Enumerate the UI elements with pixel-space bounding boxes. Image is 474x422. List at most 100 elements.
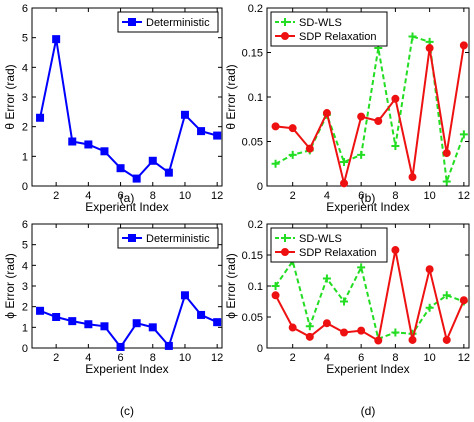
y-axis-label: ϕ Error (rad) — [224, 253, 238, 318]
y-tick-label: 1 — [22, 151, 28, 163]
legend-box — [270, 11, 388, 47]
data-point — [340, 179, 349, 188]
data-point — [425, 303, 434, 312]
data-point — [288, 323, 297, 332]
data-point — [340, 297, 349, 306]
legend-marker — [128, 18, 136, 26]
x-tick-label: 6 — [358, 352, 364, 364]
data-point — [357, 150, 366, 159]
data-point — [442, 335, 451, 344]
legend-label: SDP Relaxation — [299, 31, 376, 43]
data-point — [340, 157, 349, 166]
data-point — [148, 323, 157, 332]
data-point — [180, 291, 189, 300]
chart-panel-b: 0 0.05 0.1 0.15 0.2 2 4 6 8 10 12 Experient Index θ … — [224, 3, 470, 214]
x-tick-label: 8 — [150, 352, 156, 364]
series-sdp-relaxation — [271, 246, 468, 345]
y-tick-label: 0.15 — [242, 48, 263, 60]
panel-caption: (c) — [120, 404, 134, 418]
data-point — [442, 149, 451, 158]
series-line — [275, 45, 465, 184]
data-point — [357, 112, 366, 121]
y-axis-label: ϕ Error (rad) — [3, 253, 17, 318]
y-tick-label: 2 — [22, 122, 28, 134]
x-tick-label: 10 — [424, 352, 436, 364]
data-point — [84, 140, 93, 149]
data-point — [305, 332, 314, 341]
x-tick-label: 2 — [290, 190, 296, 202]
y-tick-label: 4 — [22, 62, 28, 74]
data-point — [442, 177, 451, 186]
chart-panel-d: 0 0.05 0.1 0.15 0.2 2 4 6 8 10 12 Experient Index ϕ … — [224, 219, 470, 418]
y-tick-label: 0.05 — [242, 137, 263, 149]
series-deterministic — [36, 291, 222, 351]
x-tick-label: 4 — [85, 190, 91, 202]
panel-caption: (a) — [120, 191, 135, 205]
data-point — [391, 94, 400, 103]
x-tick-label: 10 — [424, 190, 436, 202]
series-sdp-relaxation — [271, 41, 468, 188]
y-tick-label: 0 — [257, 181, 263, 193]
legend: Deterministic — [117, 11, 219, 33]
x-axis-label: Experient Index — [326, 200, 409, 214]
data-point — [288, 150, 297, 159]
legend-marker — [281, 248, 289, 256]
data-point — [305, 144, 314, 153]
legend-marker — [281, 32, 289, 40]
data-point — [374, 117, 383, 126]
y-tick-label: 0.05 — [242, 312, 263, 324]
data-point — [357, 263, 366, 272]
data-point — [180, 110, 189, 119]
data-point — [442, 291, 451, 300]
y-tick-label: 0.1 — [248, 92, 263, 104]
data-point — [132, 174, 141, 183]
data-point — [100, 147, 109, 156]
x-tick-label: 2 — [53, 190, 59, 202]
data-point — [340, 328, 349, 337]
x-tick-label: 8 — [150, 190, 156, 202]
data-point — [374, 336, 383, 345]
legend-marker — [281, 18, 289, 26]
y-tick-label: 0 — [22, 343, 28, 355]
data-point — [271, 159, 280, 168]
data-point — [197, 310, 206, 319]
x-tick-label: 6 — [117, 190, 123, 202]
x-tick-label: 8 — [392, 190, 398, 202]
x-tick-label: 12 — [458, 190, 470, 202]
y-tick-label: 0 — [257, 343, 263, 355]
data-point — [116, 164, 125, 173]
data-point — [459, 296, 468, 305]
y-tick-label: 0.1 — [248, 281, 263, 293]
data-point — [36, 113, 45, 122]
data-point — [322, 109, 331, 118]
data-point — [84, 320, 93, 329]
legend-label: Deterministic — [146, 233, 210, 245]
y-tick-label: 3 — [22, 281, 28, 293]
data-point — [132, 319, 141, 328]
data-point — [271, 122, 280, 131]
data-point — [391, 141, 400, 150]
y-tick-label: 3 — [22, 92, 28, 104]
y-tick-label: 6 — [22, 219, 28, 231]
data-point — [408, 335, 417, 344]
y-tick-label: 1 — [22, 322, 28, 334]
x-tick-label: 10 — [179, 352, 191, 364]
x-tick-label: 2 — [290, 352, 296, 364]
data-point — [148, 156, 157, 165]
data-point — [213, 131, 222, 140]
data-point — [197, 127, 206, 136]
legend-label: SD-WLS — [299, 17, 342, 29]
y-tick-label: 0.15 — [242, 250, 263, 262]
data-point — [459, 41, 468, 50]
x-axis-label: Experient Index — [85, 200, 168, 214]
series-deterministic — [36, 35, 222, 183]
y-tick-label: 5 — [22, 33, 28, 45]
data-point — [288, 124, 297, 133]
data-point — [52, 313, 61, 321]
data-point — [164, 168, 173, 177]
legend-box — [270, 227, 388, 263]
y-tick-label: 5 — [22, 240, 28, 252]
x-axis-label: Experient Index — [85, 362, 168, 376]
data-point — [36, 306, 45, 315]
